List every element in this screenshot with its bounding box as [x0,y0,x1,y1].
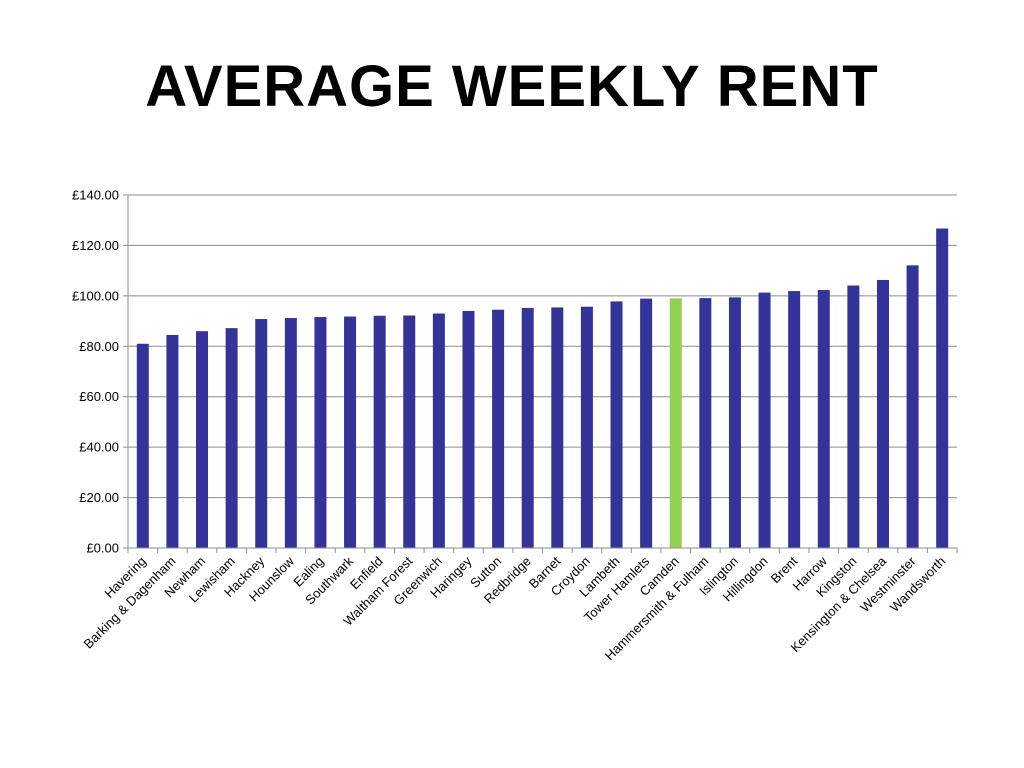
slide-title: AVERAGE WEEKLY RENT [145,54,879,119]
bar-wandsworth [936,228,949,548]
bar-sutton [492,309,505,548]
bar-hillingdon [758,292,771,548]
bar-harrow [817,290,830,548]
y-tick-label: £40.00 [79,440,119,455]
axes [123,194,958,553]
bar-camden [669,298,682,548]
bar-redbridge [521,307,534,548]
bars [136,228,949,548]
bar-ealing [314,317,327,548]
bar-waltham-forest [403,315,416,548]
gridlines [128,194,957,499]
bar-southwark [344,316,357,548]
bar-haringey [462,310,475,548]
bar-enfield [373,315,386,548]
y-tick-label: £0.00 [86,541,119,556]
bar-tower-hamlets [640,298,653,548]
y-axis-tick-labels: £0.00 £20.00 £40.00 £60.00 £80.00 £100.00 £120… [72,188,119,556]
bar-hackney [255,319,268,548]
y-tick-label: £100.00 [72,288,119,303]
bar-greenwich [432,313,445,548]
bar-barnet [551,307,564,548]
bar-lambeth [610,301,623,548]
bar-kingston [847,285,860,548]
bar-westminster [906,265,919,548]
y-tick-label: £20.00 [79,490,119,505]
y-tick-label: £120.00 [72,238,119,253]
bar-croydon [580,306,593,548]
bar-newham [196,331,209,548]
bar-brent [788,291,801,548]
y-tick-label: £80.00 [79,339,119,354]
bar-barking-dagenham [166,334,179,548]
bar-hammersmith-fulham [699,298,712,548]
bar-havering [136,343,149,548]
bar-hounslow [284,318,297,548]
y-tick-label: £60.00 [79,389,119,404]
bar-lewisham [225,328,238,548]
y-tick-label: £140.00 [72,188,119,203]
bar-kensington-chelsea [876,279,889,548]
bar-islington [728,297,741,548]
